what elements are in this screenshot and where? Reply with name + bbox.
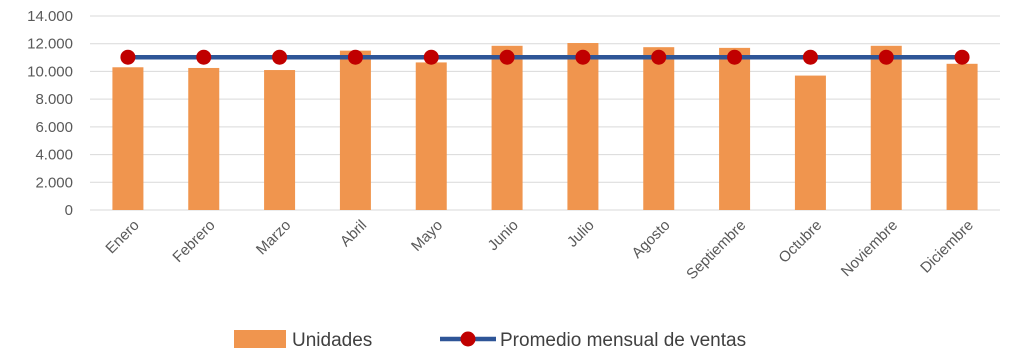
marker-septiembre <box>727 49 743 65</box>
bar-abril <box>339 50 371 211</box>
y-axis-tick-labels: 0 2.000 4.000 6.000 8.000 10.000 12.000 14.000 <box>27 8 73 219</box>
x-tick-label: Noviembre <box>838 217 901 280</box>
y-tick-label: 10.000 <box>27 63 73 80</box>
bar-mayo <box>415 62 447 210</box>
x-tick-label: Junio <box>485 217 522 254</box>
y-tick-label: 0 <box>65 202 73 219</box>
y-tick-label: 12.000 <box>27 36 73 53</box>
x-tick-label: Septiembre <box>683 217 749 283</box>
bar-marzo <box>264 70 296 211</box>
y-tick-label: 4.000 <box>35 147 73 164</box>
bar-julio <box>567 43 599 211</box>
bar-junio <box>491 45 523 210</box>
x-tick-label: Febrero <box>169 217 218 266</box>
x-tick-label: Abril <box>337 217 370 250</box>
gridlines <box>90 15 1000 211</box>
bar-octubre <box>794 75 826 210</box>
marker-diciembre <box>954 49 970 65</box>
y-tick-label: 8.000 <box>35 91 73 108</box>
legend-swatch-promedio-marker <box>460 331 476 347</box>
legend-label-promedio: Promedio mensual de ventas <box>500 330 746 351</box>
bar-enero <box>112 67 144 211</box>
marker-agosto <box>651 49 667 65</box>
legend-label-unidades: Unidades <box>292 330 372 351</box>
bar-diciembre <box>946 63 978 210</box>
y-tick-label: 14.000 <box>27 8 73 25</box>
bar-agosto <box>643 47 675 210</box>
bars-unidades <box>112 43 978 211</box>
x-axis-tick-labels: Enero Febrero Marzo Abril Mayo Junio Julio Agos… <box>102 217 976 283</box>
x-tick-label: Enero <box>102 217 142 257</box>
bar-febrero <box>188 67 220 210</box>
marker-mayo <box>423 49 439 65</box>
line-promedio <box>120 49 970 65</box>
x-tick-label: Julio <box>564 217 598 251</box>
marker-abril <box>347 49 363 65</box>
bar-septiembre <box>719 47 751 210</box>
legend: Unidades Promedio mensual de ventas <box>234 330 746 351</box>
bar-noviembre <box>870 45 902 210</box>
legend-swatch-unidades <box>234 330 286 348</box>
x-tick-label: Agosto <box>629 217 674 262</box>
x-tick-label: Marzo <box>253 217 294 258</box>
marker-octubre <box>802 49 818 65</box>
x-tick-label: Diciembre <box>917 217 977 277</box>
x-tick-label: Octubre <box>775 217 825 267</box>
marker-febrero <box>196 49 212 65</box>
marker-noviembre <box>878 49 894 65</box>
y-tick-label: 6.000 <box>35 119 73 136</box>
marker-enero <box>120 49 136 65</box>
marker-marzo <box>272 49 288 65</box>
y-tick-label: 2.000 <box>35 174 73 191</box>
marker-junio <box>499 49 515 65</box>
marker-julio <box>575 49 591 65</box>
x-tick-label: Mayo <box>408 217 446 255</box>
